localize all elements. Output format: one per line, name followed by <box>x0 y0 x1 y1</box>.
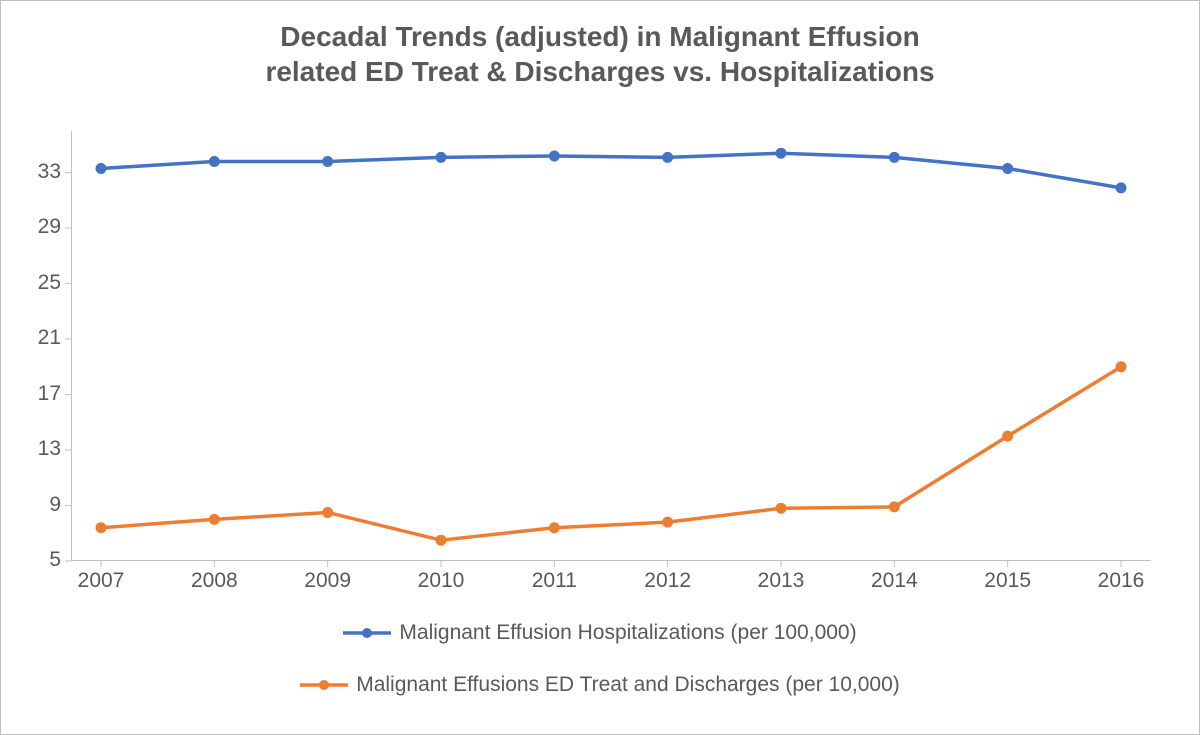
series-marker <box>776 148 786 158</box>
series-marker <box>96 523 106 533</box>
y-tick-label: 29 <box>38 215 61 239</box>
series-line <box>101 367 1121 540</box>
series-marker <box>549 151 559 161</box>
series-marker <box>889 502 899 512</box>
series-marker <box>209 514 219 524</box>
series-marker <box>663 517 673 527</box>
series-marker <box>1003 163 1013 173</box>
x-tick-label: 2013 <box>758 569 805 593</box>
series-marker <box>96 163 106 173</box>
y-tick-label: 33 <box>38 160 61 184</box>
series-marker <box>1003 431 1013 441</box>
x-tick-label: 2016 <box>1098 569 1145 593</box>
legend-swatch <box>300 678 348 692</box>
y-tick-label: 21 <box>38 326 61 350</box>
y-tick-label: 5 <box>49 548 61 572</box>
x-tick-label: 2012 <box>644 569 691 593</box>
series-marker <box>663 152 673 162</box>
legend-label: Malignant Effusion Hospitalizations (per… <box>399 621 856 645</box>
series-marker <box>436 152 446 162</box>
x-tick-label: 2007 <box>78 569 125 593</box>
series-marker <box>776 503 786 513</box>
x-tick-label: 2014 <box>871 569 918 593</box>
series-marker <box>323 157 333 167</box>
chart-title: Decadal Trends (adjusted) in Malignant E… <box>1 1 1199 89</box>
x-tick-label: 2008 <box>191 569 238 593</box>
plot-area <box>71 131 1151 561</box>
plot-svg <box>71 131 1151 561</box>
x-tick-label: 2011 <box>532 569 577 593</box>
series-marker <box>889 152 899 162</box>
legend-label: Malignant Effusions ED Treat and Dischar… <box>356 673 900 697</box>
y-tick-label: 17 <box>38 382 61 406</box>
x-tick-label: 2009 <box>304 569 351 593</box>
y-tick-label: 9 <box>49 493 61 517</box>
legend: Malignant Effusion Hospitalizations (per… <box>1 621 1199 697</box>
series-marker <box>209 157 219 167</box>
y-tick-label: 13 <box>38 437 61 461</box>
series-line <box>101 153 1121 188</box>
x-tick-label: 2015 <box>984 569 1031 593</box>
series-marker <box>549 523 559 533</box>
chart-container: Decadal Trends (adjusted) in Malignant E… <box>0 0 1200 735</box>
x-tick-label: 2010 <box>418 569 465 593</box>
series-marker <box>436 535 446 545</box>
series-marker <box>323 507 333 517</box>
legend-swatch <box>343 626 391 640</box>
legend-item: Malignant Effusion Hospitalizations (per… <box>343 621 856 645</box>
series-marker <box>1116 183 1126 193</box>
series-marker <box>1116 362 1126 372</box>
legend-item: Malignant Effusions ED Treat and Dischar… <box>300 673 900 697</box>
title-line-1: Decadal Trends (adjusted) in Malignant E… <box>1 19 1199 54</box>
title-line-2: related ED Treat & Discharges vs. Hospit… <box>1 54 1199 89</box>
y-tick-label: 25 <box>38 271 61 295</box>
